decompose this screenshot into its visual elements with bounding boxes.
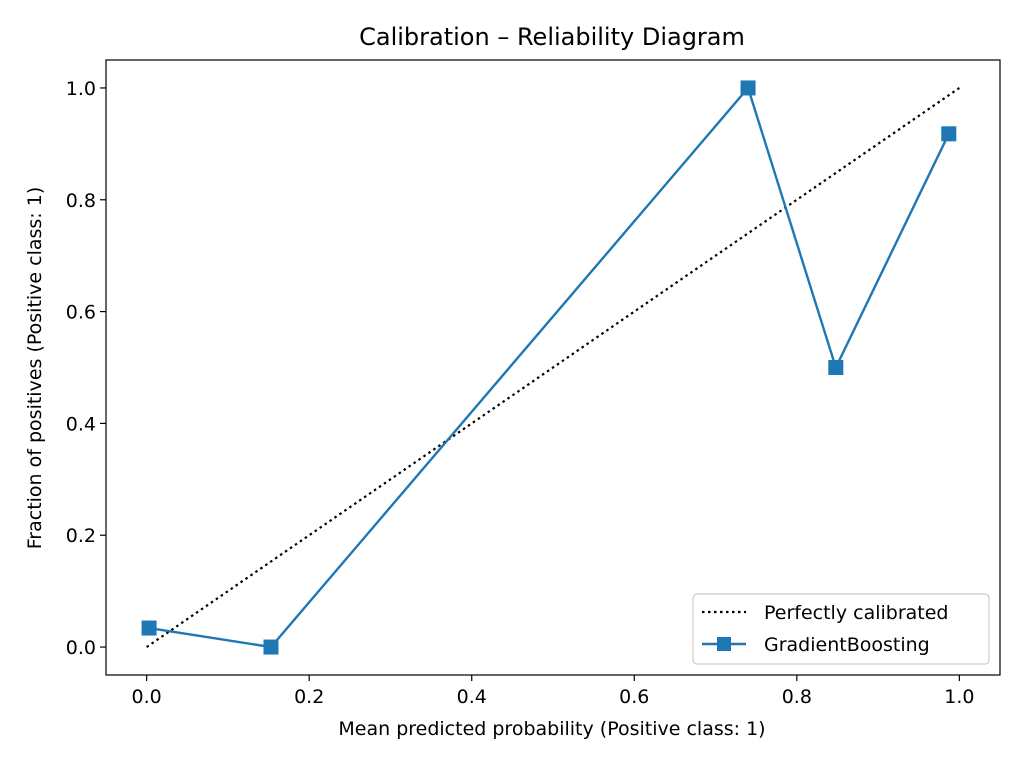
chart-title: Calibration – Reliability Diagram	[359, 23, 745, 51]
legend: Perfectly calibrated GradientBoosting	[692, 593, 990, 665]
legend-box	[692, 593, 990, 665]
data-point	[263, 639, 279, 655]
x-axis-ticks: 0.0 0.2 0.4 0.6 0.8 1.0	[132, 675, 974, 708]
y-axis-ticks: 0.0 0.2 0.4 0.6 0.8 1.0	[66, 78, 106, 659]
y-tick-label: 0.6	[66, 302, 96, 324]
legend-entry: Perfectly calibrated	[764, 602, 948, 624]
x-tick-label: 0.0	[132, 686, 162, 708]
x-tick-label: 0.2	[294, 686, 324, 708]
y-tick-label: 0.0	[66, 637, 96, 659]
y-axis-label: Fraction of positives (Positive class: 1…	[24, 187, 46, 550]
x-axis-label: Mean predicted probability (Positive cla…	[338, 718, 765, 740]
plot-frame	[105, 59, 1001, 676]
series-line	[146, 87, 960, 648]
plot-area	[105, 59, 1001, 676]
data-point	[141, 620, 157, 636]
y-tick-label: 0.2	[66, 525, 96, 547]
y-tick-label: 0.8	[66, 190, 96, 212]
x-tick-label: 1.0	[944, 686, 974, 708]
x-tick-label: 0.8	[782, 686, 812, 708]
y-tick-label: 1.0	[66, 78, 96, 100]
x-tick-label: 0.6	[619, 686, 649, 708]
data-point	[828, 360, 844, 375]
data-point	[740, 80, 756, 96]
x-tick-label: 0.4	[457, 686, 487, 708]
data-point	[941, 126, 957, 142]
y-tick-label: 0.4	[66, 413, 96, 435]
legend-marker	[717, 637, 731, 651]
legend-entry: GradientBoosting	[764, 634, 930, 656]
series-layer	[141, 80, 960, 655]
